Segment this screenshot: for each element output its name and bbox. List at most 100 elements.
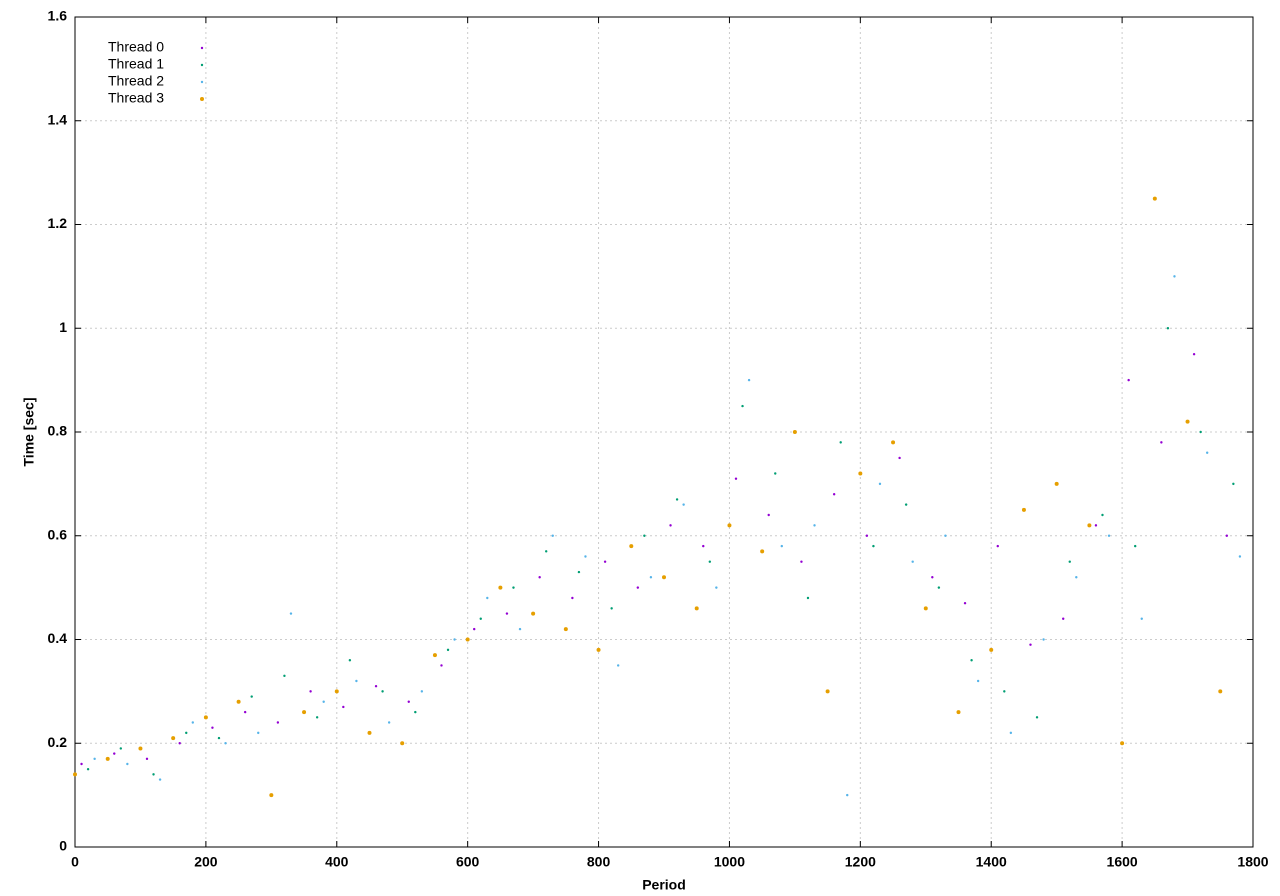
point bbox=[1062, 617, 1065, 620]
point bbox=[931, 576, 934, 579]
point bbox=[178, 742, 181, 745]
legend-label: Thread 0 bbox=[108, 39, 164, 55]
point bbox=[1075, 576, 1078, 579]
point bbox=[73, 772, 77, 777]
point bbox=[1042, 638, 1045, 641]
point bbox=[616, 664, 620, 667]
point bbox=[486, 596, 489, 600]
point bbox=[145, 757, 149, 761]
point bbox=[342, 705, 345, 709]
point bbox=[302, 710, 307, 715]
point bbox=[878, 482, 882, 486]
point bbox=[669, 524, 672, 527]
point bbox=[86, 767, 90, 771]
point bbox=[1021, 507, 1026, 512]
point bbox=[1035, 716, 1039, 719]
point bbox=[257, 731, 260, 735]
y-tick-label: 1.2 bbox=[48, 215, 68, 231]
x-tick-label: 800 bbox=[587, 854, 611, 870]
point bbox=[138, 746, 143, 751]
point bbox=[792, 430, 797, 434]
y-tick-label: 1.6 bbox=[48, 8, 68, 24]
plot-frame bbox=[74, 16, 1254, 848]
point bbox=[1205, 451, 1209, 454]
point bbox=[1160, 441, 1163, 444]
point bbox=[334, 689, 339, 694]
point bbox=[891, 440, 896, 445]
point bbox=[1003, 690, 1006, 693]
point bbox=[747, 378, 751, 382]
y-tick-label: 1 bbox=[59, 319, 67, 335]
point bbox=[545, 550, 548, 553]
point bbox=[387, 721, 391, 724]
point bbox=[191, 721, 194, 724]
point bbox=[203, 715, 208, 720]
point bbox=[865, 534, 869, 537]
point bbox=[741, 404, 744, 408]
point bbox=[1225, 534, 1229, 537]
point bbox=[571, 596, 574, 600]
point bbox=[1192, 352, 1196, 356]
point bbox=[858, 471, 863, 476]
point bbox=[119, 747, 123, 750]
point bbox=[1238, 555, 1242, 558]
point bbox=[289, 612, 293, 615]
y-tick-label: 0.4 bbox=[48, 630, 68, 646]
legend-marker bbox=[200, 97, 204, 101]
point bbox=[498, 585, 503, 590]
point bbox=[636, 586, 640, 589]
point bbox=[105, 756, 110, 761]
point bbox=[1134, 544, 1137, 548]
point bbox=[767, 513, 770, 517]
point bbox=[825, 689, 830, 694]
point bbox=[596, 647, 601, 652]
point bbox=[518, 627, 522, 631]
point bbox=[1199, 430, 1202, 434]
y-tick-label: 1.4 bbox=[48, 111, 68, 127]
point bbox=[702, 544, 705, 548]
point bbox=[531, 611, 536, 616]
point bbox=[911, 560, 914, 563]
point bbox=[577, 570, 581, 574]
point bbox=[1140, 617, 1143, 620]
point bbox=[643, 534, 646, 537]
point bbox=[846, 793, 849, 797]
point bbox=[734, 477, 738, 480]
y-tick-label: 0.2 bbox=[48, 734, 68, 750]
y-tick-label: 0.8 bbox=[48, 423, 68, 439]
point bbox=[355, 679, 358, 683]
point bbox=[963, 601, 967, 605]
point bbox=[976, 679, 980, 683]
point bbox=[283, 674, 286, 678]
point bbox=[937, 586, 941, 589]
point bbox=[158, 778, 162, 781]
point bbox=[832, 493, 836, 496]
x-tick-label: 400 bbox=[325, 854, 349, 870]
point bbox=[970, 659, 973, 662]
legend-label: Thread 2 bbox=[108, 73, 164, 89]
point bbox=[563, 627, 568, 632]
point bbox=[171, 736, 176, 741]
point bbox=[1232, 482, 1235, 486]
point bbox=[649, 576, 653, 579]
point bbox=[1054, 481, 1059, 486]
y-tick-label: 0 bbox=[59, 838, 67, 854]
point bbox=[675, 498, 679, 501]
x-tick-label: 200 bbox=[194, 854, 218, 870]
point bbox=[1152, 196, 1157, 201]
point bbox=[348, 659, 352, 662]
point bbox=[322, 700, 325, 703]
point bbox=[250, 695, 253, 698]
point bbox=[1068, 560, 1071, 563]
point bbox=[760, 549, 765, 554]
point bbox=[420, 690, 424, 693]
point bbox=[708, 560, 712, 563]
legend-marker bbox=[200, 63, 204, 67]
point bbox=[1127, 378, 1130, 382]
point bbox=[152, 773, 155, 776]
point bbox=[465, 637, 470, 642]
point bbox=[584, 555, 587, 558]
point bbox=[1029, 643, 1032, 646]
point bbox=[1009, 731, 1013, 735]
